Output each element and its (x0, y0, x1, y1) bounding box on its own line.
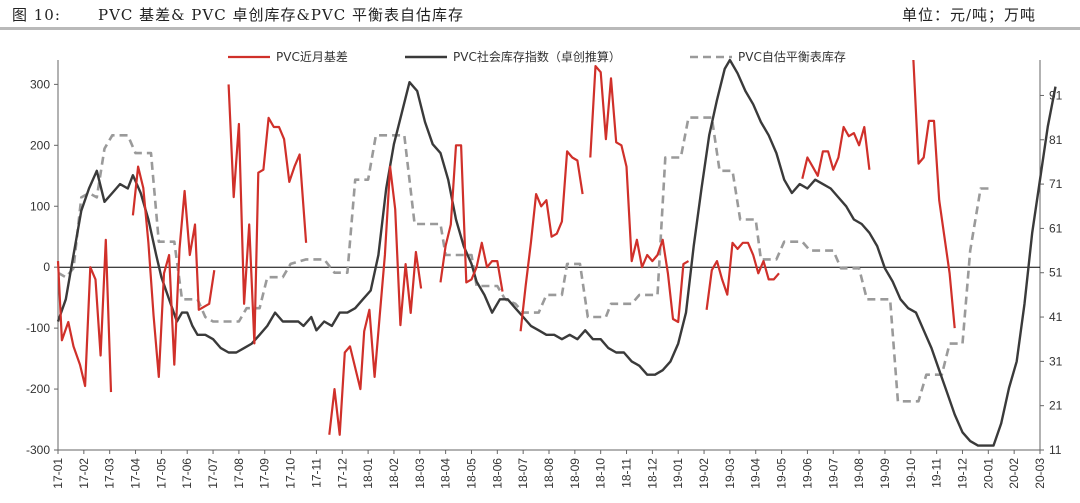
x-tick-label: 17-07 (206, 458, 220, 489)
x-tick-label: 19-02 (697, 458, 711, 489)
series-line-0-segment-6 (589, 65, 690, 324)
figure-number: 图 10: (12, 6, 61, 24)
series-line-0-segment-3 (328, 165, 423, 436)
legend-label: PVC近月基差 (276, 50, 348, 64)
x-tick-label: 17-03 (103, 458, 117, 489)
x-tick-label: 19-08 (852, 458, 866, 489)
legend: PVC近月基差 PVC社会库存指数（卓创推算） PVC自估平衡表库存 (228, 49, 846, 64)
x-tick-label: 18-08 (542, 458, 556, 489)
x-tick-label: 19-03 (723, 458, 737, 489)
x-tick-label: 18-10 (594, 458, 608, 489)
series-line-0-segment-4 (439, 144, 504, 292)
x-tick-label: 18-02 (387, 458, 401, 489)
left-tick-label: 100 (30, 199, 50, 213)
x-tick-label: 19-04 (749, 458, 763, 489)
x-tick-label: 17-02 (77, 458, 91, 489)
series-line-0-segment-1 (131, 165, 216, 378)
x-tick-label: 17-04 (129, 458, 143, 489)
x-tick-label: 17-12 (335, 458, 349, 489)
figure-title: PVC 基差& PVC 卓创库存&PVC 平衡表自估库存 (98, 6, 464, 24)
series-layer (56, 58, 1057, 447)
x-tick-label: 20-03 (1033, 458, 1047, 489)
series-line-2-segment-0 (57, 116, 991, 403)
right-tick-label: 81 (1049, 133, 1063, 147)
x-tick-label: 18-04 (439, 458, 453, 489)
x-tick-label: 19-05 (775, 458, 789, 489)
right-tick-label: 51 (1049, 266, 1063, 280)
header-rule (0, 27, 1080, 30)
left-tick-label: -100 (26, 321, 50, 335)
chart-area: PVC近月基差 PVC社会库存指数（卓创推算） PVC自估平衡表库存 -300 -20… (26, 49, 1063, 489)
series-line-0-segment-5 (519, 150, 584, 332)
x-tick-label: 17-10 (284, 458, 298, 489)
x-tick-label: 17-06 (180, 458, 194, 489)
x-tick-label: 19-12 (955, 458, 969, 489)
x-tick-label: 19-09 (878, 458, 892, 489)
x-tick-label: 17-11 (309, 458, 323, 488)
figure-header: 图 10: PVC 基差& PVC 卓创库存&PVC 平衡表自估库存 单位：元/… (0, 0, 1080, 30)
right-tick-label: 41 (1049, 310, 1063, 324)
right-tick-label: 31 (1049, 354, 1063, 368)
right-tick-label: 21 (1049, 399, 1063, 413)
x-tick-label: 19-06 (800, 458, 814, 489)
left-tick-label: -200 (26, 382, 50, 396)
x-tick-label: 18-07 (516, 458, 530, 489)
series-line-0-segment-8 (801, 125, 871, 180)
series-line-0-segment-0 (56, 238, 113, 393)
left-tick-label: 200 (30, 138, 50, 152)
series-line-1-segment-0 (56, 58, 1057, 447)
x-tick-label: 18-09 (568, 458, 582, 489)
x-tick-label: 17-05 (154, 458, 168, 489)
right-tick-label: 71 (1049, 177, 1063, 191)
x-tick-label: 17-01 (51, 458, 65, 489)
x-tick-label: 18-01 (361, 458, 375, 489)
x-tick-label: 17-08 (232, 458, 246, 489)
x-tick-label: 18-12 (645, 458, 659, 489)
axes: -300-200-1000100200300112131415161718191… (26, 60, 1063, 489)
x-tick-label: 19-10 (904, 458, 918, 489)
x-tick-label: 20-02 (1007, 458, 1021, 489)
series-line-0-segment-2 (227, 84, 308, 345)
right-tick-label: 11 (1049, 443, 1062, 457)
x-tick-label: 19-01 (671, 458, 685, 489)
series-line-0-segment-9 (912, 59, 956, 329)
x-tick-label: 18-05 (464, 458, 478, 489)
legend-label: PVC自估平衡表库存 (738, 49, 846, 64)
legend-label: PVC社会库存指数（卓创推算） (453, 49, 621, 64)
x-tick-label: 17-09 (258, 458, 272, 489)
x-tick-label: 19-11 (930, 458, 944, 488)
left-tick-label: 300 (30, 77, 50, 91)
x-tick-label: 18-03 (413, 458, 427, 489)
x-tick-label: 18-11 (620, 458, 634, 488)
x-tick-label: 20-01 (981, 458, 995, 489)
figure-unit: 单位：元/吨；万吨 (901, 6, 1036, 24)
left-tick-label: 0 (43, 260, 50, 274)
x-tick-label: 19-07 (826, 458, 840, 489)
x-tick-label: 18-06 (490, 458, 504, 489)
series-line-0-segment-7 (705, 241, 780, 310)
left-tick-label: -300 (26, 443, 50, 457)
right-tick-label: 61 (1049, 221, 1063, 235)
